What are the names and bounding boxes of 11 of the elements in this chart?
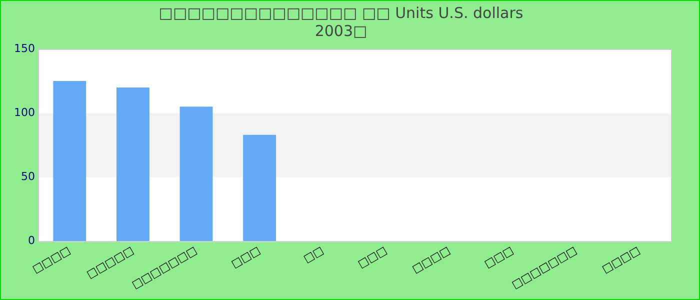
- bar: [243, 134, 276, 242]
- y-tick-label: 0: [28, 234, 35, 248]
- x-tick-label: □□: [301, 244, 326, 266]
- bar: [180, 106, 213, 242]
- y-tick-label: 100: [14, 106, 35, 119]
- bar: [53, 81, 86, 242]
- chart-subtitle: 2003□: [314, 22, 368, 40]
- bar: [116, 87, 150, 242]
- y-tick-label: 50: [20, 170, 35, 183]
- chart-title: □□□□□□□□□□□□□□ □□ Units U.S. dollars: [158, 4, 524, 22]
- y-tick-label: 150: [14, 42, 35, 55]
